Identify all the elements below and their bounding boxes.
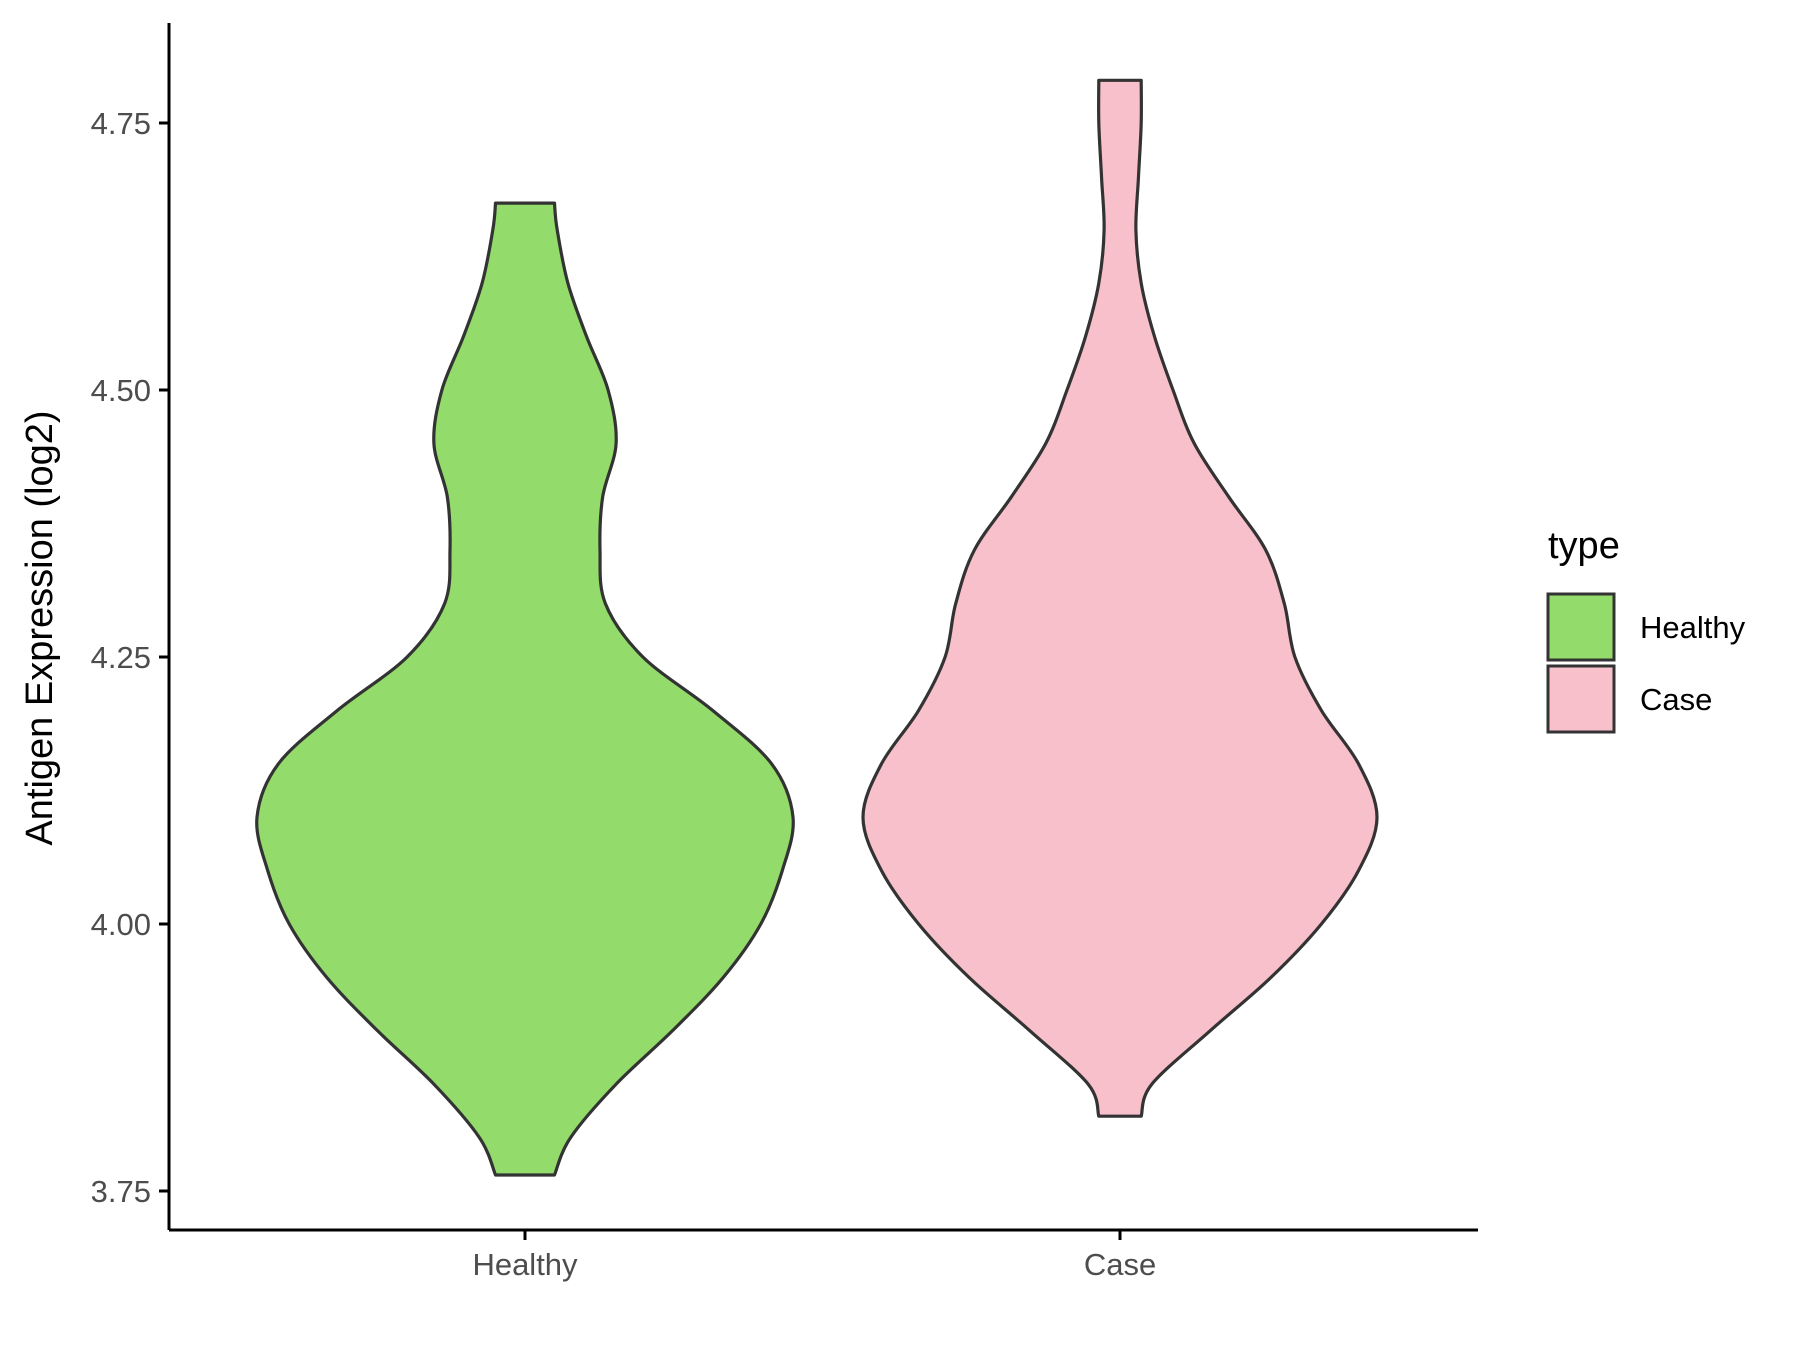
y-tick-label: 4.00 bbox=[91, 907, 151, 942]
plot-area: 3.75 4.00 4.25 4.50 4.75 Healthy Case bbox=[91, 23, 1478, 1282]
x-tick-label: Healthy bbox=[472, 1247, 578, 1282]
y-tick-label: 4.75 bbox=[91, 106, 151, 141]
legend-key bbox=[1546, 592, 1616, 662]
legend-label: Case bbox=[1640, 682, 1712, 717]
y-tick-label: 4.50 bbox=[91, 373, 151, 408]
violin-healthy bbox=[255, 201, 795, 1177]
legend-title: type bbox=[1548, 525, 1620, 567]
legend-key bbox=[1546, 664, 1616, 734]
y-tick-label: 4.25 bbox=[91, 640, 151, 675]
x-ticks: Healthy Case bbox=[472, 1230, 1156, 1282]
x-tick-label: Case bbox=[1084, 1247, 1156, 1282]
legend-label: Healthy bbox=[1640, 610, 1746, 645]
y-tick-label: 3.75 bbox=[91, 1174, 151, 1209]
legend: type Healthy Case bbox=[1546, 525, 1746, 734]
y-axis-title: Antigen Expression (log2) bbox=[19, 410, 61, 845]
y-ticks: 3.75 4.00 4.25 4.50 4.75 bbox=[91, 106, 169, 1209]
violins bbox=[255, 78, 1379, 1177]
violin-case bbox=[861, 78, 1379, 1118]
